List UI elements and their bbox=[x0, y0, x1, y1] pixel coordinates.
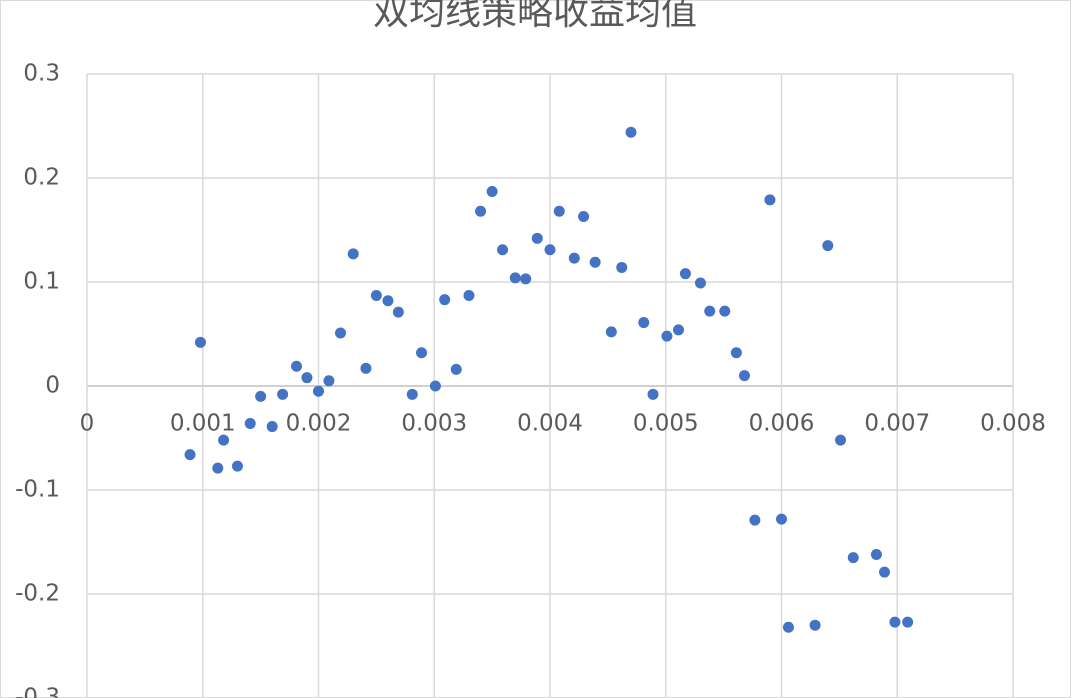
point bbox=[416, 347, 428, 359]
y-tick-label: -0.3 bbox=[15, 685, 60, 698]
y-tick-label: 0 bbox=[45, 373, 60, 399]
point bbox=[255, 390, 267, 402]
point bbox=[568, 252, 580, 264]
point bbox=[764, 194, 776, 206]
point bbox=[313, 385, 324, 397]
point bbox=[429, 380, 441, 392]
point bbox=[531, 232, 543, 244]
point bbox=[902, 616, 914, 628]
x-tick-label: 0.003 bbox=[401, 411, 467, 437]
point bbox=[218, 434, 230, 446]
point bbox=[334, 327, 346, 339]
point bbox=[382, 295, 394, 307]
point bbox=[450, 363, 462, 375]
point bbox=[194, 336, 206, 348]
point bbox=[589, 256, 601, 268]
point bbox=[439, 294, 451, 306]
point bbox=[509, 272, 521, 284]
x-tick-label: 0.006 bbox=[749, 411, 815, 437]
point bbox=[835, 434, 847, 446]
point bbox=[782, 621, 794, 633]
point bbox=[647, 388, 659, 400]
x-tick-label: 0.008 bbox=[980, 411, 1046, 437]
point bbox=[738, 370, 750, 382]
point bbox=[847, 552, 859, 564]
point bbox=[497, 244, 509, 256]
y-tick-label: 0.3 bbox=[23, 61, 60, 87]
point bbox=[475, 205, 487, 217]
x-tick-label: 0 bbox=[80, 411, 95, 437]
point bbox=[719, 305, 731, 317]
point bbox=[231, 460, 243, 472]
point bbox=[749, 514, 761, 526]
point bbox=[347, 248, 359, 260]
y-tick-label: 0.2 bbox=[23, 165, 60, 191]
chart-title: 双均线策略收益均值 bbox=[373, 0, 697, 33]
point bbox=[638, 317, 650, 329]
point bbox=[889, 616, 901, 628]
point bbox=[520, 273, 532, 285]
point bbox=[870, 548, 882, 560]
point bbox=[605, 326, 617, 338]
point bbox=[704, 305, 716, 317]
point bbox=[578, 210, 590, 222]
point bbox=[323, 375, 335, 387]
point bbox=[184, 449, 196, 461]
point bbox=[672, 324, 684, 336]
point bbox=[822, 240, 834, 252]
point bbox=[266, 421, 278, 433]
point bbox=[244, 417, 256, 429]
point bbox=[370, 290, 382, 302]
point bbox=[486, 186, 498, 198]
point bbox=[679, 268, 691, 280]
y-tick-label: -0.1 bbox=[15, 477, 60, 503]
point bbox=[553, 205, 565, 217]
point bbox=[879, 566, 891, 578]
point bbox=[406, 388, 418, 400]
point bbox=[809, 619, 821, 631]
y-tick-label: -0.2 bbox=[15, 581, 60, 607]
point bbox=[301, 372, 313, 384]
point bbox=[776, 513, 787, 525]
point bbox=[694, 277, 706, 289]
x-tick-label: 0.005 bbox=[633, 411, 699, 437]
point bbox=[291, 360, 303, 372]
y-tick-label: 0.1 bbox=[23, 269, 60, 295]
x-tick-label: 0.004 bbox=[517, 411, 583, 437]
point bbox=[616, 261, 628, 273]
point bbox=[212, 462, 224, 474]
point bbox=[277, 388, 289, 400]
x-tick-label: 0.007 bbox=[864, 411, 930, 437]
point bbox=[463, 290, 475, 302]
point bbox=[392, 306, 404, 318]
point bbox=[730, 347, 742, 359]
point bbox=[661, 330, 673, 342]
x-tick-label: 0.002 bbox=[286, 411, 352, 437]
point bbox=[544, 244, 556, 256]
x-tick-label: 0.001 bbox=[170, 411, 236, 437]
point bbox=[625, 126, 637, 138]
point bbox=[360, 362, 372, 374]
